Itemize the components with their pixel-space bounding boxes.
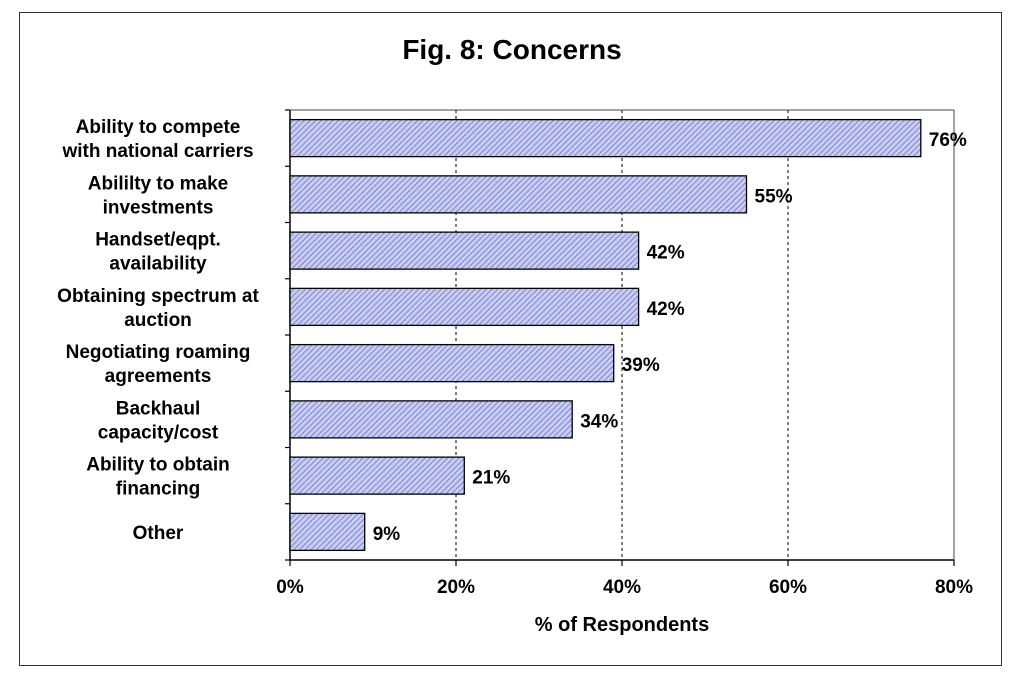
category-label: auction (124, 310, 192, 331)
bar (289, 400, 573, 439)
bar (289, 118, 922, 158)
bar (289, 343, 615, 383)
category-label: Other (133, 523, 184, 544)
labels: 76% Ability to compete with national carri… (57, 117, 967, 545)
category-label: Abililty to make (88, 173, 228, 194)
category-label: availability (109, 254, 207, 275)
category-label: investments (103, 197, 214, 218)
category-label: Negotiating roaming (66, 342, 251, 363)
bar-value-label: 39% (622, 355, 660, 376)
category-label: financing (116, 479, 200, 500)
x-tick-label: 0% (276, 577, 304, 598)
category-label: with national carriers (61, 141, 253, 162)
chart-title: Fig. 8: Concerns (402, 34, 622, 65)
bar-value-label: 42% (647, 299, 685, 320)
bar (289, 231, 640, 270)
x-tick-label: 40% (603, 577, 641, 598)
bar (289, 175, 748, 214)
category-label: Obtaining spectrum at (57, 286, 259, 307)
bar-value-label: 76% (929, 130, 967, 151)
category-label: Ability to obtain (86, 455, 230, 476)
bar (289, 456, 465, 495)
category-label: Backhaul (116, 398, 200, 419)
x-tick-label: 80% (935, 577, 973, 598)
x-tick-label: 60% (769, 577, 807, 598)
category-label: Ability to compete (76, 117, 241, 138)
bar-value-label: 9% (373, 524, 401, 545)
bar (289, 512, 366, 552)
category-label: Handset/eqpt. (95, 230, 221, 251)
bars (289, 118, 922, 552)
bar-value-label: 21% (472, 468, 510, 489)
x-tick-label: 20% (437, 577, 475, 598)
category-label: capacity/cost (98, 422, 219, 443)
bar-value-label: 34% (580, 411, 618, 432)
bar-value-label: 42% (647, 243, 685, 264)
bar (289, 287, 640, 327)
bar-value-label: 55% (755, 186, 793, 207)
x-axis-title: % of Respondents (534, 614, 710, 636)
category-label: agreements (105, 366, 212, 387)
